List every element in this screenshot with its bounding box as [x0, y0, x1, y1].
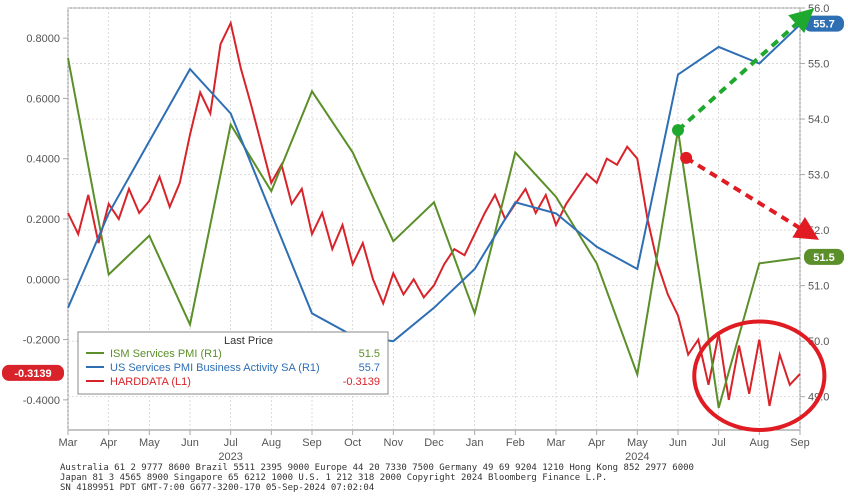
x-tick-label: Oct: [344, 437, 361, 449]
footer-line: SN 4189951 PDT GMT-7:00 G677-3200-170 05…: [60, 483, 374, 493]
legend-series-value: -0.3139: [343, 376, 380, 388]
value-badge-text: 51.5: [813, 252, 834, 264]
x-tick-label: May: [627, 437, 648, 449]
y-left-label: 0.4000: [26, 154, 60, 166]
y-left-label: 0.8000: [26, 33, 60, 45]
x-tick-label: Jul: [712, 437, 726, 449]
x-tick-label: Dec: [424, 437, 444, 449]
x-tick-label: Mar: [59, 437, 78, 449]
x-year-label: 2024: [625, 451, 649, 463]
trend-arrow: [678, 14, 808, 131]
y-right-label: 56.0: [808, 3, 829, 15]
value-badge-text: 55.7: [813, 19, 834, 31]
x-tick-label: Sep: [790, 437, 810, 449]
x-tick-label: Apr: [588, 437, 605, 449]
x-tick-label: Jan: [466, 437, 484, 449]
x-tick-label: Aug: [262, 437, 282, 449]
legend-series-name: US Services PMI Business Activity SA (R1…: [110, 362, 320, 374]
legend-series-name: HARDDATA (L1): [110, 376, 191, 388]
y-left-label: 0.6000: [26, 93, 60, 105]
line-chart: Mar Apr May Jun Jul Aug Sep Oct Nov Dec Jan Feb Mar A…: [0, 0, 848, 502]
trend-arrow: [686, 158, 812, 236]
y-left-label: -0.2000: [23, 335, 60, 347]
x-tick-label: Mar: [547, 437, 566, 449]
x-tick-label: Nov: [384, 437, 404, 449]
footer-line: Australia 61 2 9777 8600 Brazil 5511 239…: [60, 463, 694, 473]
y-right-label: 54.0: [808, 114, 829, 126]
y-right-label: 53.0: [808, 170, 829, 182]
x-tick-label: Feb: [506, 437, 525, 449]
y-left-label: 0.0000: [26, 274, 60, 286]
x-tick-label: Jul: [224, 437, 238, 449]
x-tick-label: Jun: [181, 437, 199, 449]
x-tick-label: Apr: [100, 437, 117, 449]
y-right-label: 51.0: [808, 281, 829, 293]
legend-series-name: ISM Services PMI (R1): [110, 348, 222, 360]
legend-series-value: 51.5: [359, 348, 380, 360]
x-tick-label: Sep: [302, 437, 322, 449]
footer-line: Japan 81 3 4565 8900 Singapore 65 6212 1…: [60, 473, 607, 483]
x-year-label: 2023: [218, 451, 242, 463]
y-left-label: 0.2000: [26, 214, 60, 226]
x-tick-label: May: [139, 437, 160, 449]
chart-container: { "layout": { "width": 848, "height": 50…: [0, 0, 848, 502]
x-tick-label: Aug: [750, 437, 770, 449]
x-tick-label: Jun: [669, 437, 687, 449]
legend-title: Last Price: [224, 335, 273, 347]
y-right-label: 55.0: [808, 59, 829, 71]
y-left-label: -0.4000: [23, 395, 60, 407]
value-badge-text: -0.3139: [14, 368, 51, 380]
legend-series-value: 55.7: [359, 362, 380, 374]
